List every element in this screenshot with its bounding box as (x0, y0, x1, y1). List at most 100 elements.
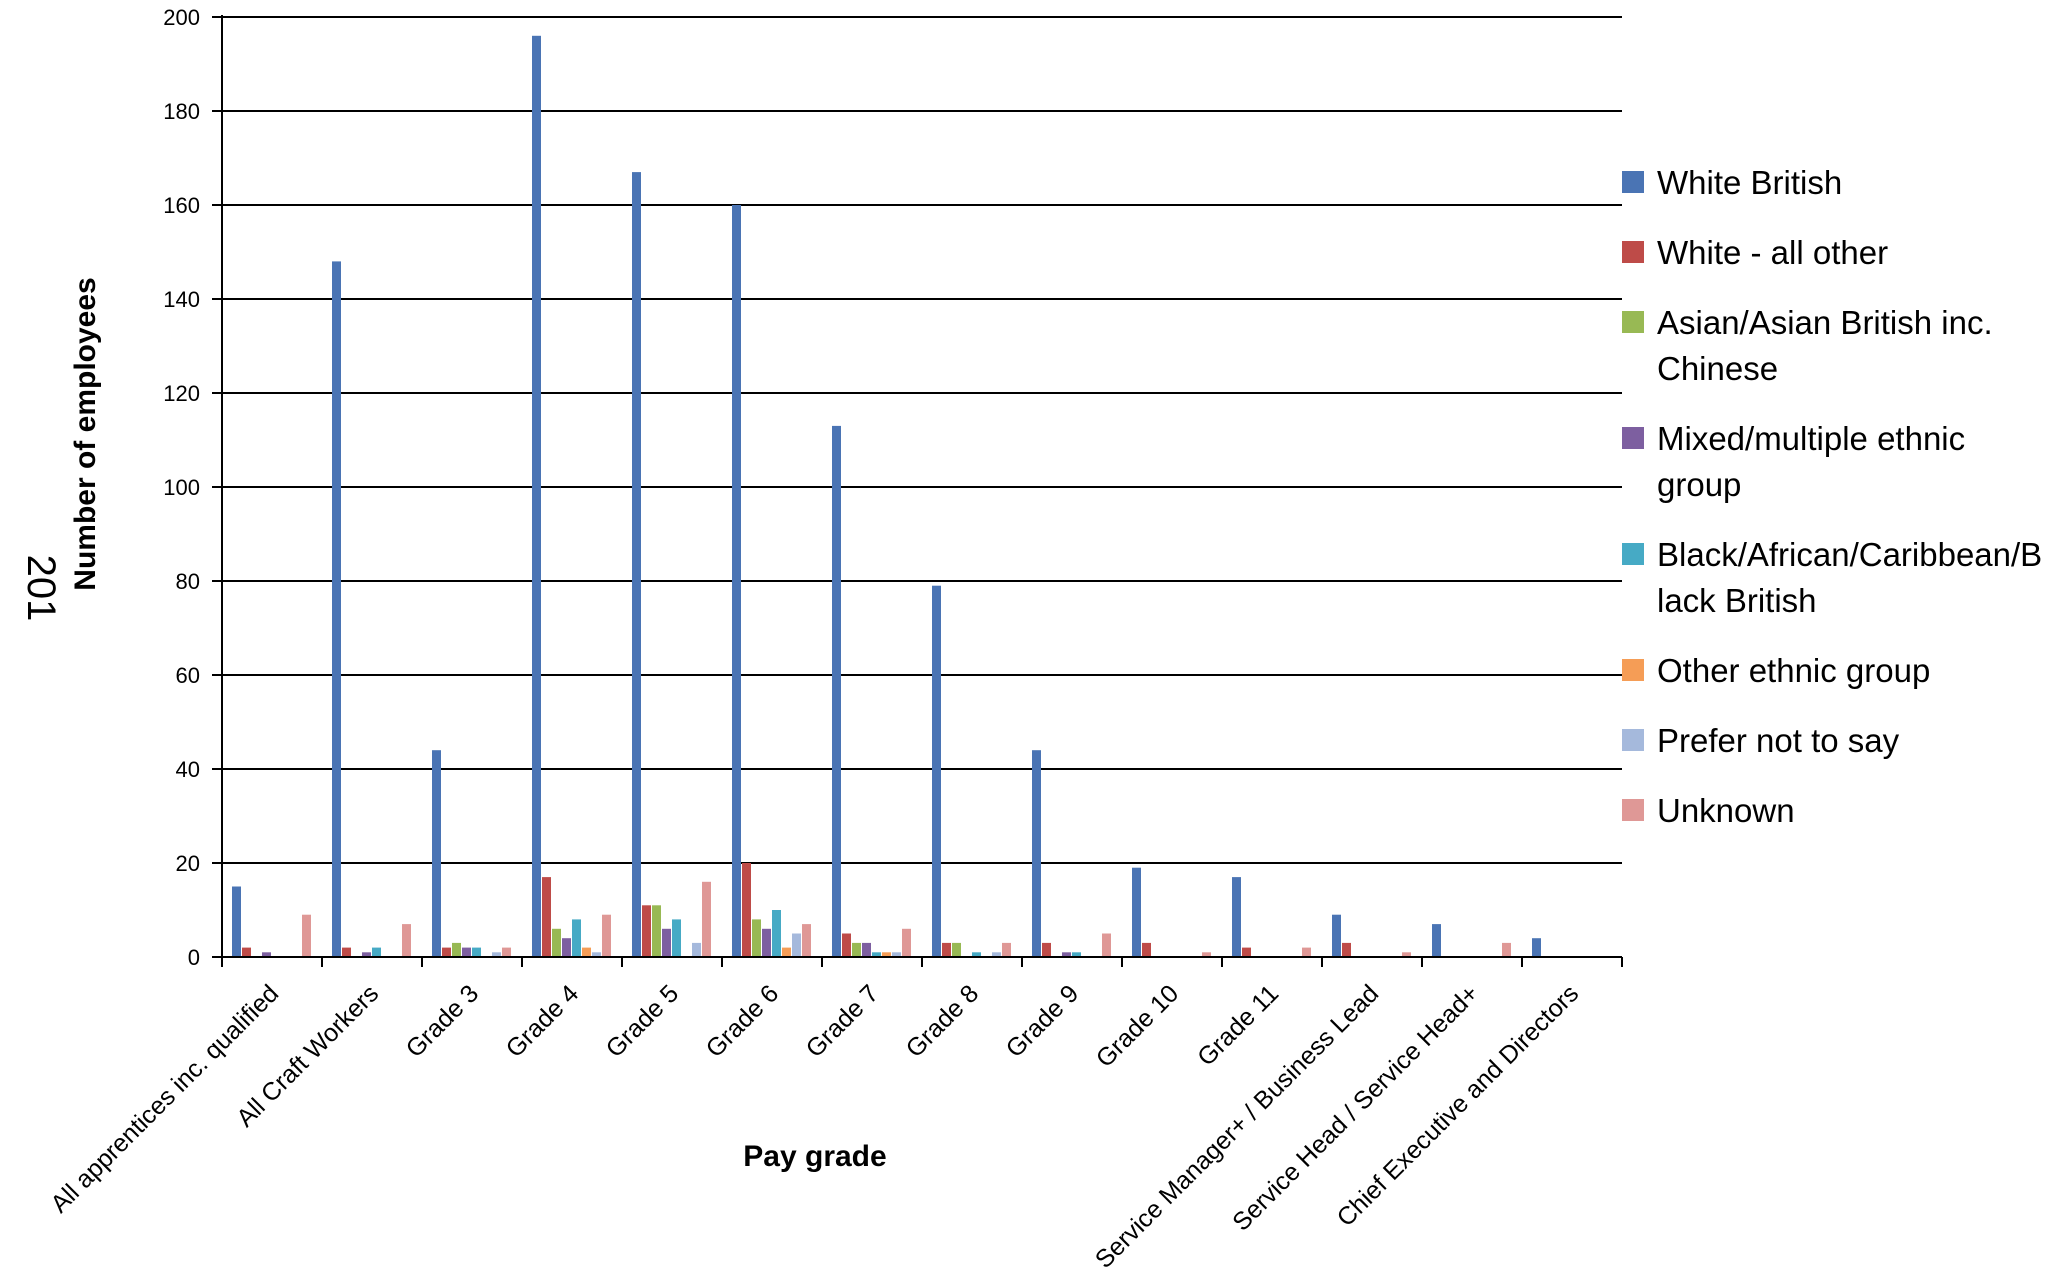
bar (1532, 938, 1541, 957)
bar (1062, 952, 1071, 957)
bar (952, 942, 961, 957)
legend-label: group (1657, 466, 1741, 503)
bar (1032, 750, 1041, 957)
bar (1402, 952, 1411, 957)
x-tick-label: Grade 6 (701, 979, 785, 1063)
y-axis-title: Number of employees (69, 277, 102, 590)
bar (232, 886, 241, 957)
legend-swatch (1622, 543, 1644, 565)
y-tick-label: 160 (163, 193, 200, 218)
x-tick-label: Grade 8 (901, 979, 985, 1063)
bar (342, 947, 351, 957)
series-1 (242, 863, 1351, 957)
legend-swatch (1622, 729, 1644, 751)
bar (1502, 942, 1511, 957)
bar (332, 261, 341, 957)
bar (792, 933, 801, 957)
bar (462, 947, 471, 957)
bar (842, 933, 851, 957)
bars (232, 35, 1541, 958)
bar (732, 205, 741, 957)
x-tick-label: Grade 9 (1001, 979, 1085, 1063)
bar (872, 952, 881, 957)
y-tick-label: 20 (176, 851, 200, 876)
bar (1332, 914, 1341, 957)
legend-label: Other ethnic group (1657, 652, 1930, 689)
bar (802, 924, 811, 957)
bar (972, 952, 981, 957)
y-tick-label: 120 (163, 381, 200, 406)
bar (632, 172, 641, 958)
series-3 (262, 928, 1071, 957)
legend-label: Chinese (1657, 350, 1778, 387)
bar (532, 35, 541, 958)
bar (442, 947, 451, 957)
bar (782, 947, 791, 957)
legend: White British White - all other Asian/Asia… (1622, 164, 2042, 829)
bar (562, 938, 571, 957)
bar (942, 942, 951, 957)
bar (932, 585, 941, 957)
legend-item: Mixed/multiple ethnic group (1622, 420, 1965, 503)
bar (262, 952, 271, 957)
y-tick-labels: 0 20 40 60 80 100 120 140 160 180 200 (163, 5, 222, 970)
bar (882, 952, 891, 957)
bar (502, 947, 511, 957)
bar (472, 947, 481, 957)
bar (742, 863, 751, 957)
bar (552, 928, 561, 957)
bar (652, 905, 661, 957)
y-tick-label: 200 (163, 5, 200, 30)
bar (372, 947, 381, 957)
bar (1002, 942, 1011, 957)
bar (752, 919, 761, 957)
x-tick-label: Grade 11 (1192, 979, 1284, 1071)
y-tick-label: 80 (176, 569, 200, 594)
bar (582, 947, 591, 957)
legend-label: Unknown (1657, 792, 1795, 829)
legend-label: Black/African/Caribbean/B (1657, 536, 2042, 573)
legend-item: Asian/Asian British inc. Chinese (1622, 304, 1993, 387)
y-tick-label: 100 (163, 475, 200, 500)
bar (1432, 924, 1441, 957)
legend-label: lack British (1657, 582, 1817, 619)
x-tick-label: Grade 10 (1091, 979, 1185, 1073)
y-tick-label: 180 (163, 99, 200, 124)
gridlines (222, 16, 1622, 958)
bar (572, 919, 581, 957)
series-0 (232, 35, 1541, 958)
legend-item: White - all other (1622, 234, 1888, 271)
legend-label: White British (1657, 164, 1842, 201)
legend-swatch (1622, 311, 1644, 333)
bar (1202, 952, 1211, 957)
legend-swatch (1622, 659, 1644, 681)
bar (662, 928, 671, 957)
series-4 (372, 910, 1081, 957)
bar (242, 947, 251, 957)
bar (772, 910, 781, 957)
legend-item: Unknown (1622, 792, 1795, 829)
bar (1242, 947, 1251, 957)
bar (542, 877, 551, 957)
x-axis-title: Pay grade (743, 1140, 886, 1173)
bar (1232, 877, 1241, 957)
x-tick-label: Grade 7 (801, 979, 885, 1063)
legend-label: Mixed/multiple ethnic (1657, 420, 1965, 457)
bar (492, 952, 501, 957)
legend-label: Asian/Asian British inc. (1657, 304, 1993, 341)
bar (602, 914, 611, 957)
bar (452, 942, 461, 957)
bar (762, 928, 771, 957)
bar (432, 750, 441, 957)
bar (892, 952, 901, 957)
legend-swatch (1622, 241, 1644, 263)
bar (832, 425, 841, 957)
series-5 (582, 947, 891, 957)
legend-label: Prefer not to say (1657, 722, 1900, 759)
legend-swatch (1622, 799, 1644, 821)
bar (1302, 947, 1311, 957)
series-2 (452, 905, 961, 957)
legend-item: Other ethnic group (1622, 652, 1930, 689)
bar (852, 942, 861, 957)
